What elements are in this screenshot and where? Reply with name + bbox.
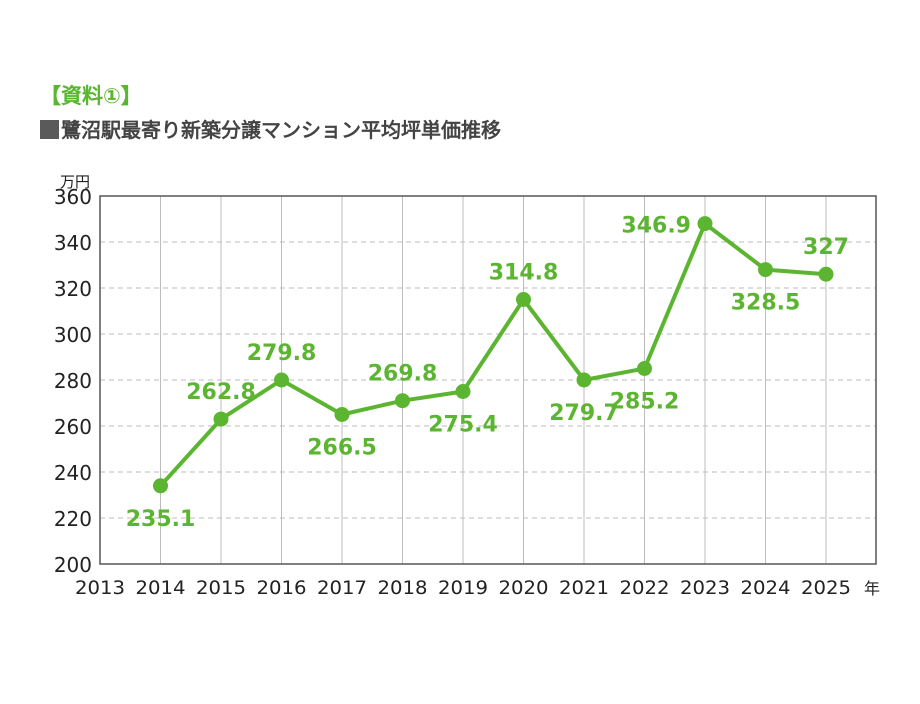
y-tick-label: 360 bbox=[54, 185, 92, 209]
data-labels: 235.1 262.8 279.8 266.5 269.8 275.4 314.8 279.7… bbox=[126, 214, 849, 532]
data-label: 235.1 bbox=[126, 507, 196, 532]
title-square-icon bbox=[40, 120, 59, 139]
plot-frame bbox=[99, 195, 877, 565]
y-tick-label: 260 bbox=[54, 415, 92, 439]
data-point bbox=[758, 262, 773, 278]
y-tick-label: 320 bbox=[54, 277, 92, 301]
x-axis-unit-label: 年 bbox=[864, 579, 880, 598]
x-tick-label: 2022 bbox=[620, 577, 670, 599]
data-point bbox=[697, 216, 713, 232]
data-point bbox=[818, 266, 834, 282]
x-tick-label: 2016 bbox=[257, 577, 307, 599]
source-tag: 【資料①】 bbox=[40, 84, 142, 108]
y-tick-label: 340 bbox=[54, 231, 92, 255]
x-tick-label: 2024 bbox=[741, 577, 791, 599]
data-label: 266.5 bbox=[307, 436, 377, 461]
data-point bbox=[516, 292, 531, 307]
data-points bbox=[153, 216, 834, 494]
data-label: 279.7 bbox=[549, 401, 619, 426]
data-point bbox=[213, 411, 229, 427]
data-point bbox=[153, 478, 168, 494]
data-label: 262.8 bbox=[186, 380, 256, 405]
y-axis-unit-label: 万円 bbox=[60, 173, 90, 191]
x-tick-label: 2021 bbox=[559, 577, 609, 599]
y-tick-label: 280 bbox=[54, 369, 92, 393]
y-tick-label: 300 bbox=[54, 323, 92, 347]
series-line bbox=[159, 221, 827, 488]
y-tick-labels: 200 220 240 260 280 300 320 340 360 bbox=[54, 185, 92, 577]
data-label: 269.8 bbox=[368, 362, 438, 387]
x-tick-label: 2014 bbox=[136, 577, 186, 599]
x-tick-label: 2019 bbox=[438, 577, 488, 599]
data-point bbox=[274, 372, 289, 388]
x-tick-label: 2020 bbox=[499, 577, 549, 599]
y-tick-label: 220 bbox=[54, 507, 92, 531]
data-point bbox=[576, 372, 592, 388]
data-label: 285.2 bbox=[610, 390, 680, 415]
x-tick-labels: 2013 2014 2015 2016 2017 2018 2019 2020 2021 2022… bbox=[75, 577, 851, 599]
data-point bbox=[455, 384, 471, 399]
data-point bbox=[395, 393, 410, 409]
data-point bbox=[334, 407, 350, 422]
x-tick-label: 2018 bbox=[378, 577, 428, 599]
x-tick-label: 2023 bbox=[680, 577, 730, 599]
data-label: 275.4 bbox=[428, 413, 498, 438]
data-label: 314.8 bbox=[489, 261, 559, 286]
data-label: 327 bbox=[803, 235, 849, 260]
data-label: 279.8 bbox=[247, 341, 317, 366]
y-tick-label: 200 bbox=[54, 553, 92, 577]
x-tick-label: 2015 bbox=[196, 577, 246, 599]
x-tick-label: 2025 bbox=[801, 577, 851, 599]
data-label: 346.9 bbox=[621, 214, 691, 239]
data-point bbox=[637, 361, 652, 376]
grid-lines bbox=[100, 196, 876, 564]
chart-title-text: 鷺沼駅最寄り新築分譲マンション平均坪単価推移 bbox=[61, 118, 501, 142]
data-label: 328.5 bbox=[731, 291, 801, 316]
x-tick-label: 2013 bbox=[75, 577, 125, 599]
x-tick-label: 2017 bbox=[317, 577, 367, 599]
y-tick-label: 240 bbox=[54, 461, 92, 485]
chart-title: 鷺沼駅最寄り新築分譲マンション平均坪単価推移 bbox=[40, 114, 501, 143]
